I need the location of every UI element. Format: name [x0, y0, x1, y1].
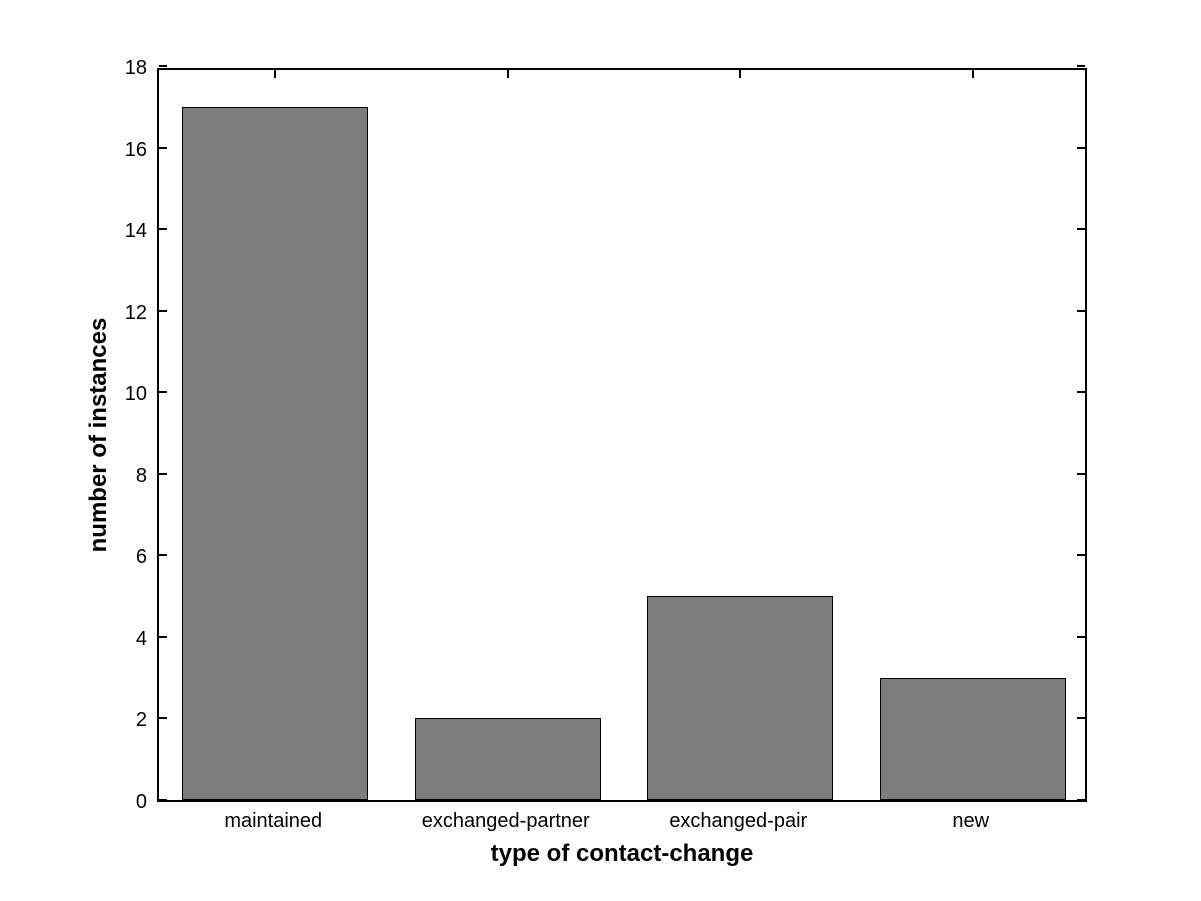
y-tick-mark-right — [1077, 717, 1085, 719]
plot-area — [157, 65, 1087, 802]
bar-exchanged-pair — [647, 596, 833, 800]
x-tick-mark-top — [507, 70, 509, 78]
y-tick-mark-right — [1077, 228, 1085, 230]
y-tick-mark-right — [1077, 636, 1085, 638]
x-tick-mark-top — [274, 70, 276, 78]
y-tick-label: 2 — [135, 709, 147, 731]
x-tick-label: new — [952, 810, 990, 832]
y-tick-label: 8 — [135, 465, 147, 487]
bar-new — [880, 678, 1066, 800]
y-tick-mark-right — [1077, 799, 1085, 801]
y-tick-mark-right — [1077, 65, 1085, 67]
bar-maintained — [182, 107, 368, 800]
bar-exchanged-partner — [415, 718, 601, 800]
y-tick-mark-left — [159, 228, 167, 230]
y-tick-label: 6 — [135, 546, 147, 568]
y-tick-mark-left — [159, 391, 167, 393]
y-tick-label: 12 — [124, 302, 147, 324]
y-tick-label: 10 — [124, 383, 147, 405]
y-tick-mark-left — [159, 147, 167, 149]
x-axis-label: type of contact-change — [490, 840, 754, 867]
y-tick-mark-left — [159, 65, 167, 67]
y-tick-mark-left — [159, 554, 167, 556]
y-tick-mark-right — [1077, 310, 1085, 312]
y-tick-label: 18 — [124, 57, 147, 79]
y-tick-label: 16 — [124, 139, 147, 161]
y-tick-mark-left — [159, 473, 167, 475]
x-tick-label: exchanged-partner — [421, 810, 590, 832]
x-tick-label: maintained — [224, 810, 323, 832]
y-tick-label: 4 — [135, 628, 147, 650]
y-tick-mark-left — [159, 310, 167, 312]
x-tick-label: exchanged-pair — [669, 810, 808, 832]
y-tick-mark-left — [159, 717, 167, 719]
y-tick-mark-right — [1077, 473, 1085, 475]
y-tick-mark-left — [159, 636, 167, 638]
y-tick-mark-left — [159, 799, 167, 801]
x-tick-mark-top — [739, 70, 741, 78]
y-axis-label: number of instances — [85, 317, 112, 553]
y-tick-label: 0 — [135, 791, 147, 813]
y-tick-mark-right — [1077, 147, 1085, 149]
y-tick-mark-right — [1077, 391, 1085, 393]
x-tick-mark-top — [972, 70, 974, 78]
y-tick-mark-right — [1077, 554, 1085, 556]
y-tick-label: 14 — [124, 220, 147, 242]
